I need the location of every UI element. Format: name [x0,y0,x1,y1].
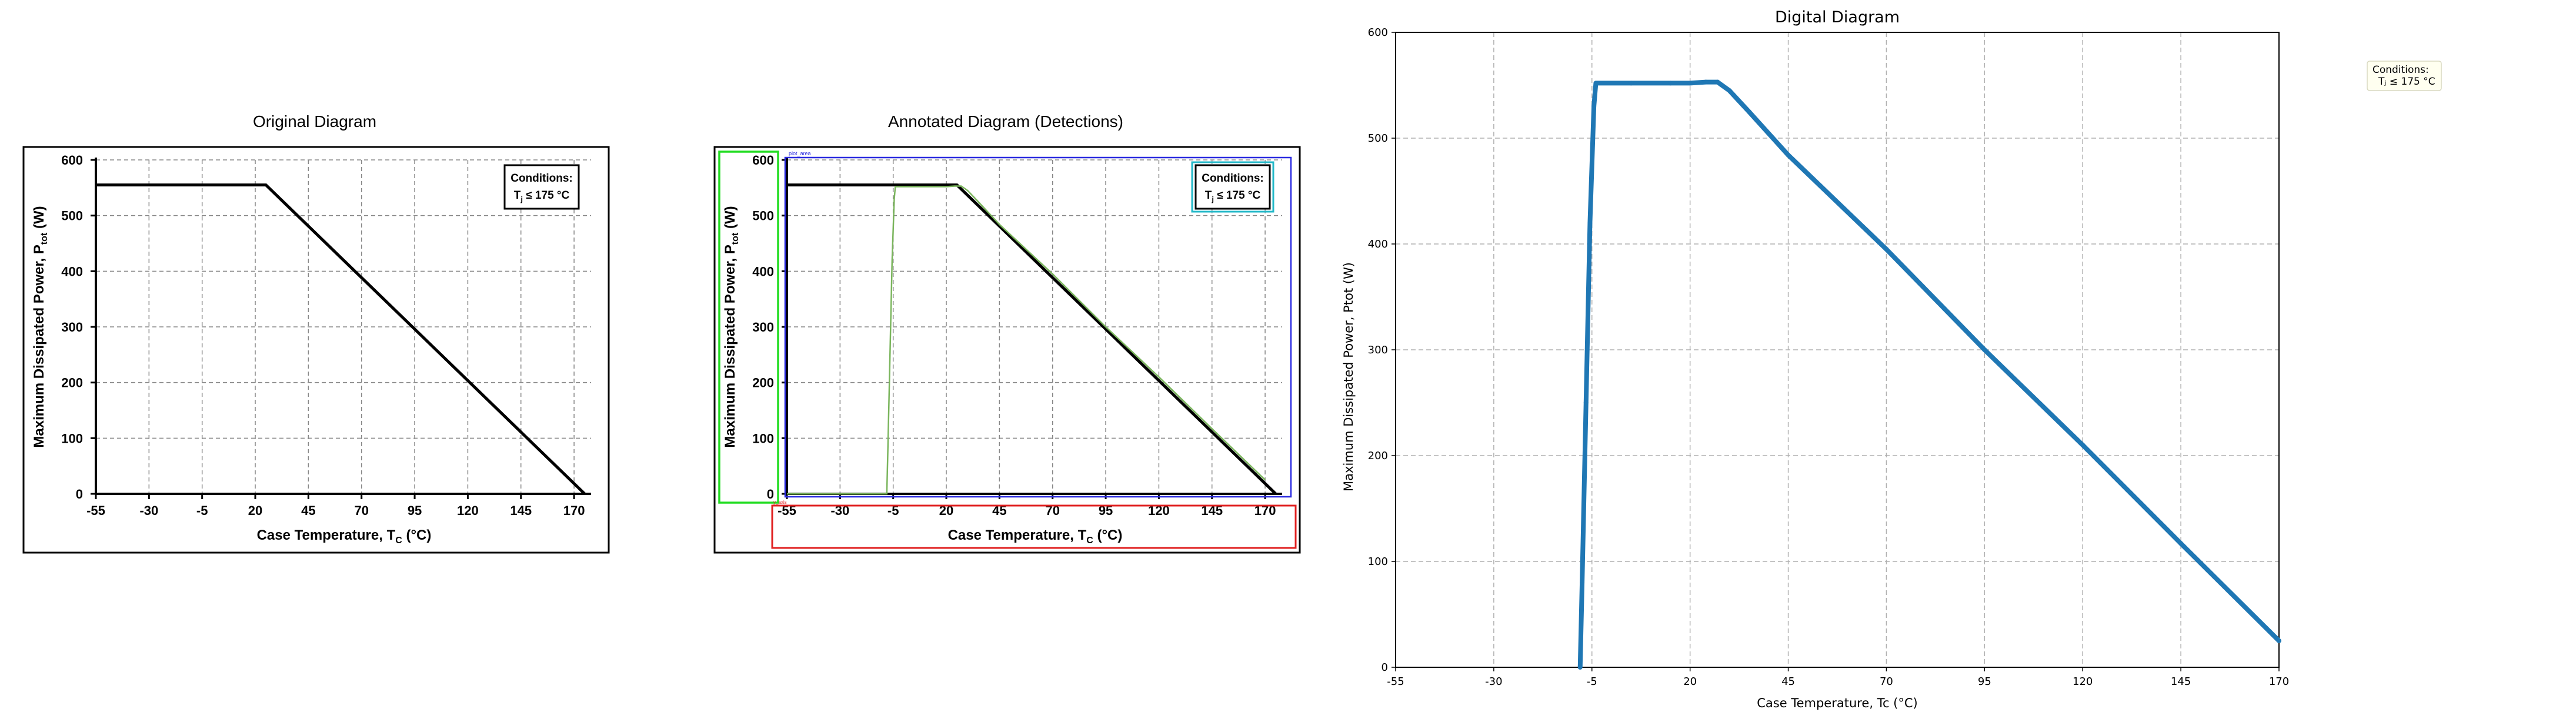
y-tick-label: 400 [752,264,774,279]
y-tick-label: 600 [1368,26,1388,39]
x-tick-label: 95 [408,503,422,518]
annotated-plot-area: -55 -30 -5 20 45 70 95 120 145 170010020030040050… [752,153,1282,518]
data-point [1591,104,1597,109]
plot-area-detection-box [784,156,1292,498]
x-tick-label: 170 [563,503,585,518]
annotated-conditions-title: Conditions: [1202,172,1264,185]
digital-x-axis-label: Case Temperature, Tc (°C) [1757,696,1917,710]
digital-y-axis-label: Maximum Dissipated Power, Ptot (W) [1342,262,1356,491]
original-diagram-panel: Original Diagram -55 -30 -5 20 45 70 95 120 145 1… [22,112,610,554]
data-point [2080,443,2086,447]
data-point [1786,152,1791,158]
data-point [1746,109,1751,114]
data-point [1668,81,1673,86]
x-tick-label: -5 [1587,675,1597,688]
data-point [1580,580,1585,585]
x-tick-label: 45 [301,503,315,518]
data-point [1884,247,1889,252]
data-point [1583,400,1589,405]
original-y-axis-label: Maximum Dissipated Power, Ptot (W) [31,206,49,447]
x-tick-label: 170 [2269,675,2289,688]
original-conditions-text: Tj ≤ 175 °C [514,189,570,203]
y-tick-label: 0 [1382,661,1388,674]
y-tick-label: 0 [767,487,774,501]
x-axis-detection-label: y_axis [773,500,787,505]
data-point [1629,81,1634,86]
y-tick-label: 100 [752,431,774,446]
series-line [1577,79,2281,668]
original-diagram-frame [22,146,610,554]
y-tick-label: 500 [752,209,774,223]
data-point [1587,220,1593,225]
annotated-diagram-panel: Annotated Diagram (Detections) -55 -30 -5 2… [713,112,1301,554]
data-point [2277,638,2281,643]
x-axis-detection-box [771,504,1297,549]
digital-diagram-panel: Digital Diagram -55 -30 -5 20 45 70 95 120 145 17… [1342,8,2290,710]
y-tick-label: 200 [1368,450,1388,462]
y-tick-label: 600 [752,153,774,168]
y-axis-detection-box [718,151,779,504]
annotated-conditions-text: Tj ≤ 175 °C [1205,189,1261,203]
y-tick-label: 200 [752,376,774,390]
y-tick-label: 0 [76,487,83,501]
original-conditions-title: Conditions: [510,172,573,185]
original-x-axis-label: Case Temperature, TC (°C) [257,527,432,546]
y-tick-label: 300 [61,320,83,335]
x-tick-label: 20 [1683,675,1697,688]
data-point [1577,665,1583,670]
annotated-conditions-box: Conditions: Tj ≤ 175 °C [1191,161,1274,213]
x-tick-label: -55 [1387,675,1404,688]
original-plot-area: -55 -30 -5 20 45 70 95 120 145 170 0 100 200 300 400 50… [61,153,591,518]
y-tick-label: 200 [61,376,83,390]
x-tick-label: 70 [354,503,368,518]
data-point [1593,81,1599,86]
x-tick-label: -5 [887,503,899,518]
y-tick-label: 400 [1368,238,1388,250]
x-tick-label: 70 [1880,675,1893,688]
data-point [1703,79,1709,85]
y-tick-label: 300 [752,320,774,335]
conditions-detection-box [1191,161,1274,213]
x-tick-label: -55 [86,503,105,518]
y-tick-label: 100 [1368,556,1388,568]
x-tick-label: -30 [139,503,158,518]
x-tick-label: 95 [1978,675,1991,688]
x-tick-label: 145 [2171,675,2191,688]
x-tick-label: 120 [457,503,479,518]
annotated-x-axis-label: Case Temperature, TC (°C) [948,527,1123,546]
y-tick-label: 500 [61,209,83,223]
original-diagram-title: Original Diagram [253,112,376,131]
x-tick-label: 45 [1781,675,1795,688]
data-point [1715,79,1720,85]
series-line [787,183,1277,495]
digital-legend-title: Conditions: [2373,64,2429,76]
y-tick-label: 500 [1368,132,1388,145]
x-tick-label: -5 [196,503,208,518]
data-point [2178,541,2184,546]
x-tick-label: 120 [2073,675,2093,688]
annotated-y-axis-label: Maximum Dissipated Power, Ptot (W) [722,206,740,447]
annotated-diagram-title: Annotated Diagram (Detections) [888,112,1123,131]
x-tick-label: -30 [1485,675,1502,688]
y-tick-label: 600 [61,153,83,168]
x-tick-label: 145 [510,503,532,518]
annotated-diagram-frame [713,146,1301,554]
data-point [1687,81,1693,86]
y-tick-label: 100 [61,431,83,446]
digital-legend-text: Tⱼ ≤ 175 °C [2378,76,2435,88]
plot-area-detection-label: plot_area [789,151,811,156]
data-point [1727,88,1732,93]
x-tick-label: 20 [248,503,262,518]
digital-diagram-title: Digital Diagram [1775,8,1900,26]
digital-plot-area: -55 -30 -5 20 45 70 95 120 145 170 0 100 200 300 400 50… [1368,26,2290,688]
data-point [1982,347,1987,352]
y-tick-label: 300 [1368,344,1388,356]
original-conditions-box: Conditions: Tj ≤ 175 °C [503,164,580,210]
detected-series-overlay [787,185,1266,495]
digital-legend: Conditions: Tⱼ ≤ 175 °C [2367,61,2442,91]
series-line [96,183,586,495]
y-tick-label: 400 [61,264,83,279]
